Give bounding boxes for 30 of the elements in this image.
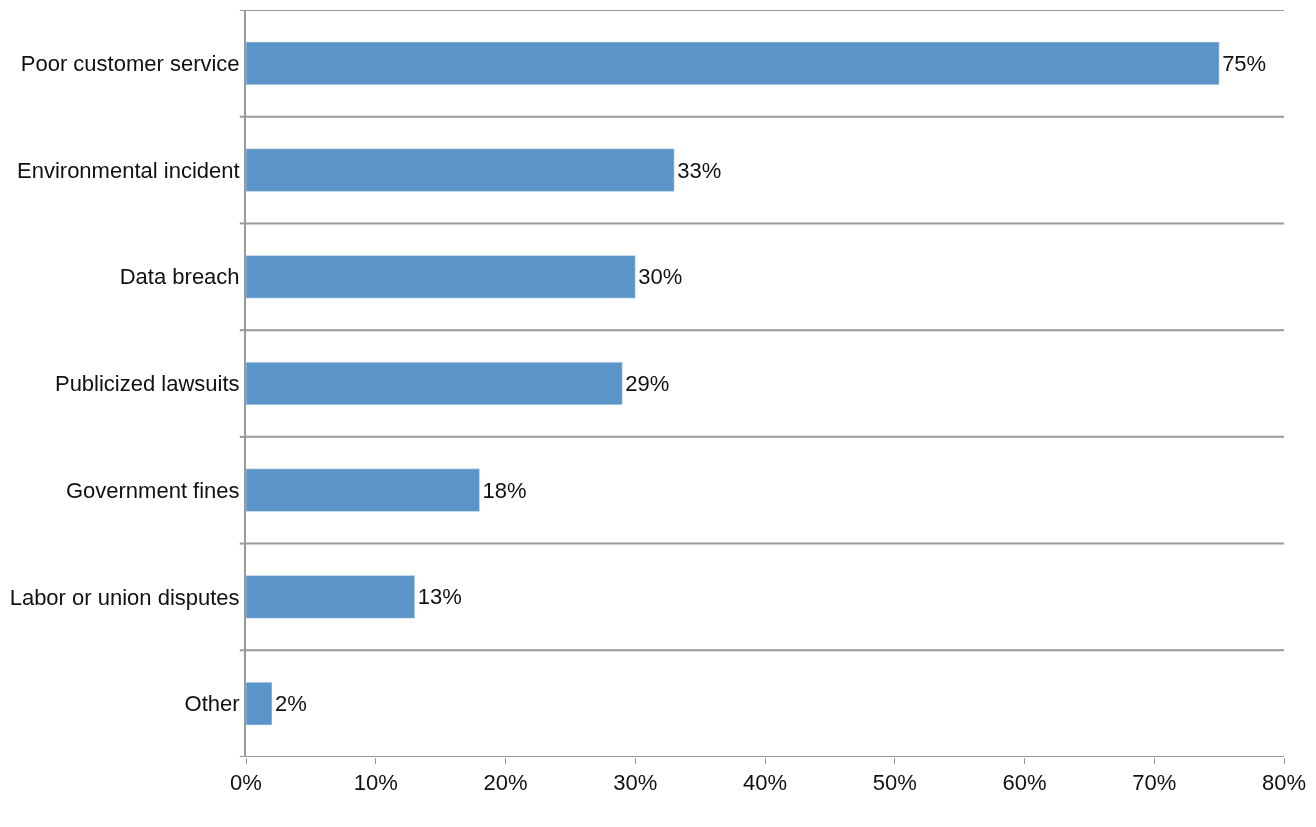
x-tick-label: 30%	[613, 770, 658, 796]
data-label: 33%	[677, 157, 722, 183]
bar	[246, 255, 636, 299]
y-tick-label: Data breach	[119, 264, 240, 290]
x-tick-label: 50%	[872, 770, 917, 796]
y-tick-label: Environmental incident	[17, 157, 240, 183]
bar	[246, 468, 480, 512]
bar	[246, 682, 273, 726]
data-label: 29%	[625, 371, 670, 396]
y-tick-label: Poor customer service	[20, 51, 240, 77]
x-tick-label: 20%	[483, 770, 528, 796]
x-tick-label: 70%	[1132, 770, 1177, 796]
bar	[246, 361, 623, 406]
x-tick-label: 0%	[230, 770, 262, 796]
bar	[246, 575, 415, 619]
data-label: 18%	[482, 477, 527, 503]
bar	[246, 148, 675, 192]
data-label: 2%	[274, 691, 307, 717]
data-label: 30%	[638, 264, 683, 290]
y-tick-label: Other	[184, 691, 240, 717]
x-tick-label: 80%	[1261, 770, 1307, 796]
y-tick-label: Government fines	[65, 477, 240, 503]
x-tick-label: 10%	[353, 770, 398, 796]
x-tick-label: 40%	[742, 770, 788, 796]
bar	[246, 41, 1220, 85]
y-tick-label: Publicized lawsuits	[54, 371, 240, 397]
data-label: 13%	[417, 584, 462, 610]
x-tick-label: 60%	[1002, 770, 1047, 796]
data-label: 75%	[1222, 50, 1267, 76]
y-tick-label: Labor or union disputes	[9, 584, 240, 610]
